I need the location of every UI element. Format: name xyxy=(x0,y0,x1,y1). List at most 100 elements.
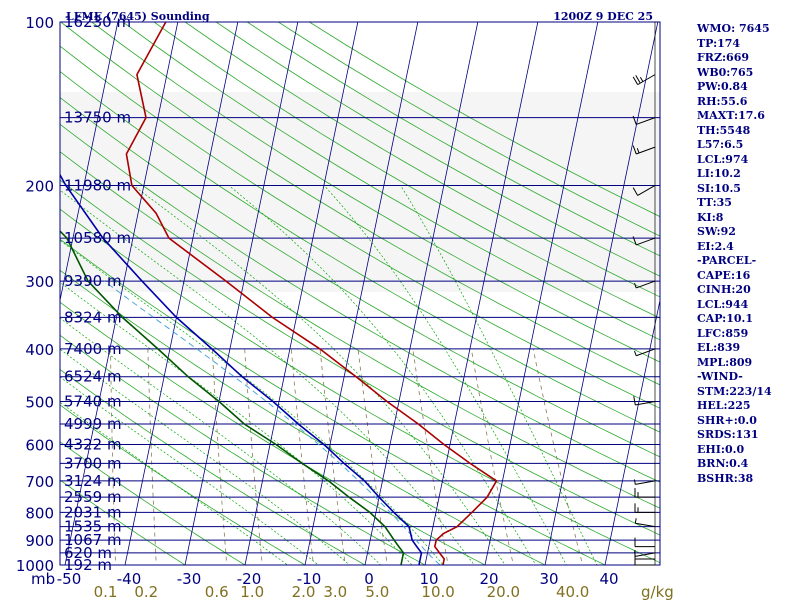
height-label: 3124 m xyxy=(64,472,122,490)
wind-barb xyxy=(634,556,655,566)
height-label: 5740 m xyxy=(64,393,122,411)
index-item: SHR+:0.0 xyxy=(697,413,757,427)
wind-barb-half-flag xyxy=(639,77,644,82)
wind-barb xyxy=(633,479,656,485)
wind-barb-half-flag xyxy=(633,479,636,485)
height-label: 13750 m xyxy=(64,109,131,127)
dry-adiabat-line xyxy=(60,269,546,565)
wind-barb xyxy=(632,74,656,86)
dry-adiabat-line xyxy=(60,179,660,536)
wetbulb-line xyxy=(60,173,423,565)
mixing-ratio-line xyxy=(412,348,449,565)
pressure-label: 1000 xyxy=(16,557,54,575)
height-label: 4999 m xyxy=(64,415,122,433)
wind-barb-half-flag xyxy=(634,350,637,356)
wind-barb xyxy=(632,236,656,246)
pressure-label: 300 xyxy=(25,273,54,291)
mixing-ratio-label: 40.0 xyxy=(556,583,589,600)
height-labels: 16230 m 13750 m 11980 m 10580 m 9390 m 8324 m… xyxy=(64,13,131,574)
pressure-unit-label: mb xyxy=(31,570,55,588)
dry-adiabat-line xyxy=(60,96,660,458)
height-label: 4322 m xyxy=(64,436,122,454)
moist-adiabat-line xyxy=(60,376,319,565)
background-grid xyxy=(60,22,660,565)
index-item: LCL:944 xyxy=(697,297,749,311)
pressure-label: 600 xyxy=(25,437,54,455)
mixing-ratio-label: 10.0 xyxy=(421,583,454,600)
dry-adiabat-line xyxy=(60,404,306,565)
index-item: LCL:974 xyxy=(697,152,749,166)
dry-adiabat-line xyxy=(60,123,660,483)
wind-barb-flag xyxy=(632,76,639,85)
height-label: 10580 m xyxy=(64,229,131,247)
index-item: -WIND- xyxy=(697,370,743,383)
dry-adiabat-line xyxy=(122,22,660,341)
mixing-ratio-unit-label: g/kg xyxy=(641,583,674,600)
height-label: 2031 m xyxy=(64,503,122,521)
dry-adiabat-line xyxy=(60,301,486,565)
pressure-label: 800 xyxy=(25,504,54,522)
index-item: WMO: 7645 xyxy=(697,22,770,35)
wind-barb-half-flag xyxy=(634,518,637,524)
moist-adiabat-line xyxy=(60,239,444,565)
height-label: 192 m xyxy=(64,556,112,574)
index-item: TT:35 xyxy=(697,196,732,209)
temperature-label: -40 xyxy=(117,570,142,588)
index-item: KI:8 xyxy=(697,210,724,224)
pressure-label: 500 xyxy=(25,394,54,412)
wind-barb-flag xyxy=(635,75,641,84)
mixing-ratio-label: 0.1 xyxy=(94,583,118,600)
index-item: CAPE:16 xyxy=(697,268,751,282)
pressure-label: 400 xyxy=(25,341,54,359)
index-item: STM:223/14 xyxy=(697,384,772,398)
wind-barb-staff xyxy=(636,117,656,125)
wind-barb-flag xyxy=(632,236,637,246)
sounding-indices-panel: WMO: 7645 TP:174 FRZ:669 WB0:765 PW:0.84 RH:5… xyxy=(697,22,797,486)
dry-adiabat-line xyxy=(60,22,660,386)
height-label: 16230 m xyxy=(64,13,131,31)
dry-adiabat-line xyxy=(184,22,660,298)
isotherm-line xyxy=(64,22,179,565)
isotherm-line xyxy=(484,22,599,565)
wind-barb-staff xyxy=(635,522,656,528)
wind-barb xyxy=(634,488,655,498)
index-item: LFC:859 xyxy=(697,326,749,340)
plot-frame xyxy=(59,21,661,566)
chart-title: LFME (7645) Sounding xyxy=(66,10,210,23)
mixing-ratio-label: 5.0 xyxy=(365,583,389,600)
wind-barb-half-flag xyxy=(634,283,637,289)
dry-adiabat-line xyxy=(60,334,426,565)
wind-barb xyxy=(633,551,656,557)
dewpoint-line xyxy=(60,230,405,565)
temperature-label: 10 xyxy=(419,570,438,588)
index-item: SRDS:131 xyxy=(697,428,759,441)
pressure-label: 900 xyxy=(25,532,54,550)
isotherm-line xyxy=(304,22,419,565)
temperature-label: -10 xyxy=(297,570,322,588)
index-item: TH:5548 xyxy=(697,123,751,137)
chart-datetime: 1200Z 9 DEC 25 xyxy=(553,10,653,23)
index-item: MAXT:17.6 xyxy=(697,109,765,122)
index-item: FRZ:669 xyxy=(697,51,750,64)
wind-barbs xyxy=(632,22,656,566)
dry-adiabat-line xyxy=(91,22,660,363)
temperature-label: 40 xyxy=(599,570,618,588)
wind-barb xyxy=(634,280,656,289)
wind-barb-flag xyxy=(632,145,637,155)
index-item: MPL:809 xyxy=(697,355,753,369)
temperature-axis: -50 -40 -30 -20 -10 0 10 20 30 40 xyxy=(57,570,619,588)
wind-barb xyxy=(632,115,656,125)
temperature-label: -20 xyxy=(237,570,262,588)
wind-barb-staff xyxy=(637,74,656,86)
wind-barb xyxy=(634,537,655,548)
index-item: EI:2.4 xyxy=(697,239,734,253)
wind-barb-staff xyxy=(636,146,656,155)
isotherm-line xyxy=(604,298,660,565)
index-item: BRN:0.4 xyxy=(697,457,749,470)
dry-adiabat-line xyxy=(60,238,606,565)
wind-barb-staff xyxy=(636,348,656,357)
moist-adiabat-line xyxy=(60,317,382,565)
index-item: EL:839 xyxy=(697,341,741,354)
index-item: RH:55.6 xyxy=(697,94,748,108)
